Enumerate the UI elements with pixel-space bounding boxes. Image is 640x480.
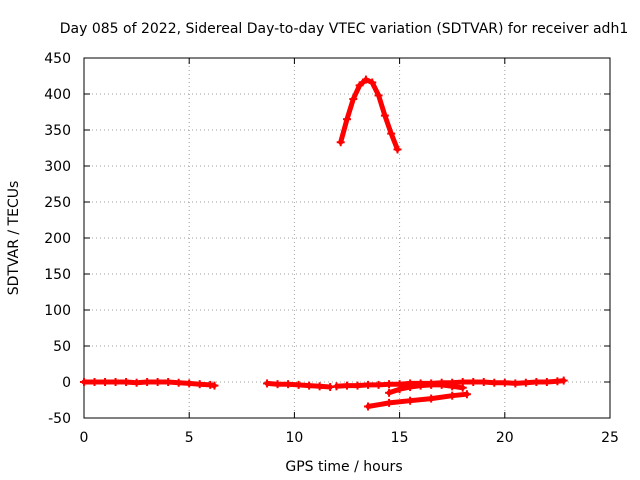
data-point — [349, 95, 358, 104]
x-tick-label: 10 — [285, 430, 303, 446]
data-point — [416, 381, 425, 390]
data-point — [393, 145, 402, 154]
data-point — [343, 381, 351, 390]
data-point — [385, 380, 394, 389]
data-point — [385, 398, 394, 407]
y-tick-label: 0 — [62, 375, 71, 391]
y-tick-label: 200 — [44, 231, 71, 247]
data-point — [305, 381, 314, 390]
y-tick-label: -50 — [48, 411, 71, 427]
data-point — [164, 378, 173, 386]
data-point — [343, 115, 351, 124]
data-point — [500, 378, 509, 387]
data-point — [111, 378, 120, 386]
data-point — [374, 380, 383, 389]
y-tick-label: 300 — [44, 159, 71, 175]
data-point — [332, 382, 341, 391]
x-tick-label: 0 — [80, 430, 89, 446]
data-point — [353, 381, 362, 390]
x-tick-label: 25 — [601, 430, 619, 446]
y-tick-label: 50 — [53, 339, 71, 355]
data-point — [380, 111, 389, 120]
data-point — [406, 383, 415, 392]
data-point — [294, 380, 303, 389]
data-point — [132, 378, 141, 387]
data-point — [458, 383, 467, 392]
y-tick-label: 350 — [44, 123, 71, 139]
data-point — [511, 379, 520, 388]
data-point — [368, 78, 377, 87]
data-point — [355, 81, 364, 90]
data-point — [210, 381, 219, 390]
axis-ticks: 0 5 10 15 20 25 -50 0 50 100 150 200 250 300 350 400 450 — [44, 51, 619, 446]
data-point — [336, 138, 345, 147]
data-point — [185, 379, 194, 388]
data-points — [80, 75, 568, 411]
data-point — [542, 378, 551, 386]
data-point — [469, 378, 478, 386]
data-point — [90, 378, 99, 386]
data-point — [143, 378, 152, 386]
data-point — [364, 402, 373, 411]
data-point — [263, 379, 272, 388]
y-tick-label: 250 — [44, 195, 71, 211]
data-point — [490, 378, 499, 387]
data-point — [387, 129, 396, 138]
y-tick-label: 450 — [44, 51, 71, 67]
data-point — [80, 378, 88, 386]
data-point — [437, 380, 446, 389]
data-point — [122, 378, 131, 386]
data-point — [448, 382, 457, 391]
data-point — [273, 380, 282, 389]
x-tick-label: 5 — [185, 430, 194, 446]
y-axis-label: SDTVAR / TECUs — [6, 181, 22, 296]
data-point — [385, 388, 394, 397]
data-point — [361, 75, 370, 84]
data-point — [153, 378, 162, 386]
data-point — [364, 380, 373, 389]
data-point — [101, 378, 110, 386]
grid — [84, 58, 610, 418]
series-line-6 — [338, 77, 400, 152]
y-tick-label: 400 — [44, 87, 71, 103]
y-tick-label: 100 — [44, 303, 71, 319]
data-point — [195, 380, 204, 389]
x-tick-label: 20 — [496, 430, 514, 446]
chart-title: Day 085 of 2022, Sidereal Day-to-day VTE… — [60, 21, 628, 37]
data-point — [559, 376, 568, 385]
data-point — [174, 378, 183, 387]
y-tick-label: 150 — [44, 267, 71, 283]
data-point — [462, 390, 471, 399]
data-point — [532, 378, 541, 386]
data-point — [315, 382, 324, 391]
data-point — [521, 378, 530, 387]
x-tick-label: 15 — [391, 430, 409, 446]
data-point — [406, 396, 415, 405]
data-point — [374, 91, 383, 100]
data-point — [395, 385, 404, 394]
data-point — [427, 394, 436, 403]
data-point — [448, 391, 457, 400]
data-point — [479, 378, 488, 386]
x-axis-label: GPS time / hours — [285, 459, 402, 475]
data-point — [427, 380, 436, 389]
data-point — [284, 380, 293, 389]
